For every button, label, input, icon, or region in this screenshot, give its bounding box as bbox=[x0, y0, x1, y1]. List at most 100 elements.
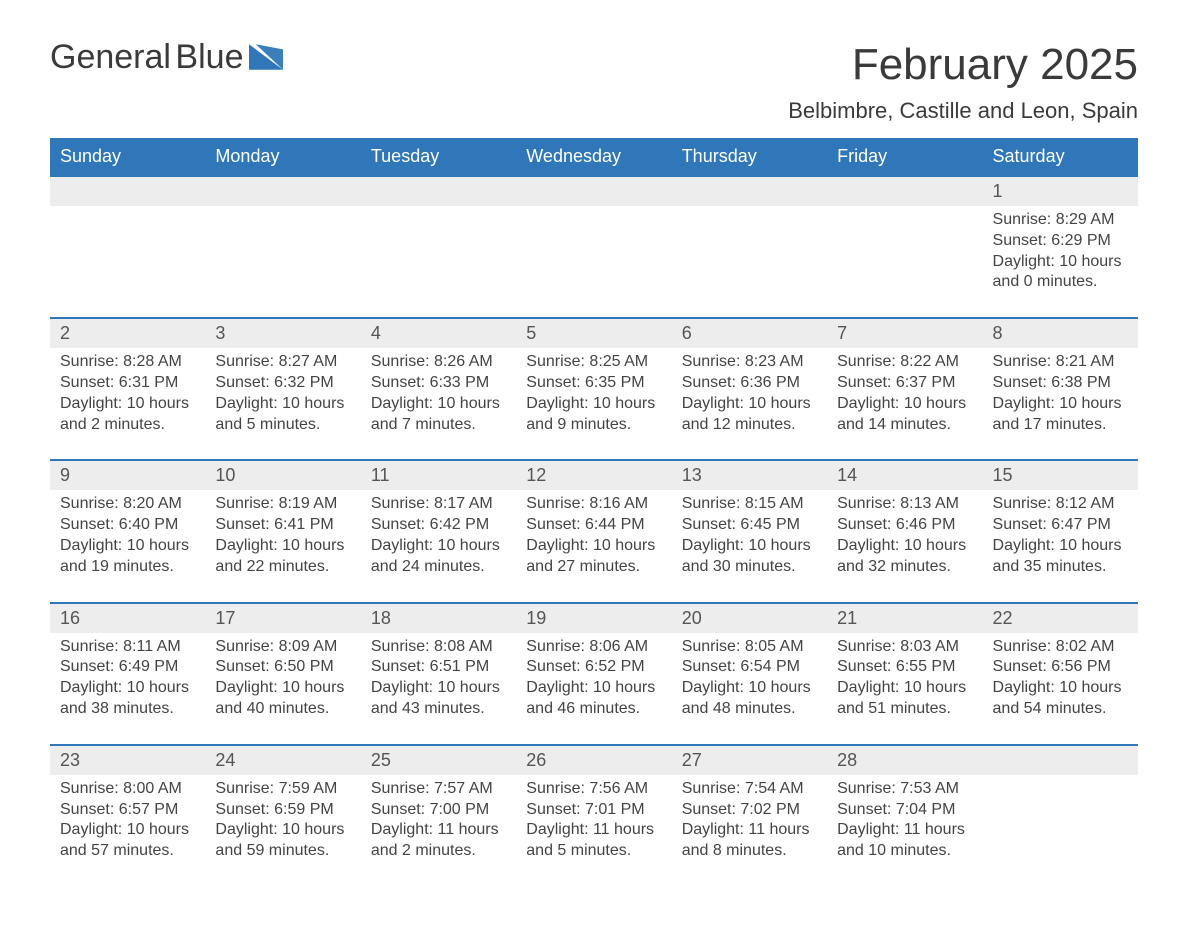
sunrise-value: 7:59 AM bbox=[279, 780, 338, 797]
daylight-label: Daylight: bbox=[371, 537, 433, 554]
sunset-label: Sunset: bbox=[526, 658, 580, 675]
day-number-cell bbox=[205, 176, 360, 206]
day-number-cell bbox=[50, 176, 205, 206]
sunset-label: Sunset: bbox=[682, 374, 736, 391]
sunset-label: Sunset: bbox=[993, 232, 1047, 249]
sunset-value: 6:52 PM bbox=[585, 658, 645, 675]
sunset-value: 6:44 PM bbox=[585, 516, 645, 533]
day-number-cell: 23 bbox=[50, 745, 205, 775]
sunrise-label: Sunrise: bbox=[371, 495, 430, 512]
day-detail-cell: Sunrise: 8:00 AMSunset: 6:57 PMDaylight:… bbox=[50, 775, 205, 886]
daylight-label: Daylight: bbox=[60, 679, 122, 696]
daylight-line: Daylight: 10 hours and 54 minutes. bbox=[993, 678, 1128, 720]
day-number-cell: 6 bbox=[672, 318, 827, 348]
daylight-label: Daylight: bbox=[993, 253, 1055, 270]
sunset-label: Sunset: bbox=[60, 374, 114, 391]
daylight-line: Daylight: 10 hours and 22 minutes. bbox=[215, 536, 350, 578]
daylight-line: Daylight: 11 hours and 5 minutes. bbox=[526, 820, 661, 862]
sunrise-value: 8:08 AM bbox=[434, 638, 493, 655]
sunset-line: Sunset: 6:38 PM bbox=[993, 373, 1128, 394]
sunrise-label: Sunrise: bbox=[993, 495, 1052, 512]
day-header: Monday bbox=[205, 138, 360, 176]
day-detail-cell: Sunrise: 8:11 AMSunset: 6:49 PMDaylight:… bbox=[50, 633, 205, 745]
daylight-label: Daylight: bbox=[526, 537, 588, 554]
sunset-label: Sunset: bbox=[371, 516, 425, 533]
sunset-value: 6:37 PM bbox=[896, 374, 956, 391]
sunset-line: Sunset: 6:32 PM bbox=[215, 373, 350, 394]
sunset-line: Sunset: 6:51 PM bbox=[371, 657, 506, 678]
daylight-line: Daylight: 10 hours and 12 minutes. bbox=[682, 394, 817, 436]
daylight-label: Daylight: bbox=[526, 679, 588, 696]
daylight-line: Daylight: 10 hours and 0 minutes. bbox=[993, 252, 1128, 294]
sunrise-label: Sunrise: bbox=[60, 638, 119, 655]
page-title: February 2025 bbox=[788, 40, 1138, 90]
sunrise-line: Sunrise: 8:17 AM bbox=[371, 494, 506, 515]
sunset-value: 6:56 PM bbox=[1051, 658, 1111, 675]
day-detail-cell: Sunrise: 7:56 AMSunset: 7:01 PMDaylight:… bbox=[516, 775, 671, 886]
sunrise-line: Sunrise: 8:19 AM bbox=[215, 494, 350, 515]
day-number-cell bbox=[827, 176, 982, 206]
day-number-cell: 20 bbox=[672, 603, 827, 633]
sunset-line: Sunset: 7:02 PM bbox=[682, 800, 817, 821]
sunset-line: Sunset: 6:50 PM bbox=[215, 657, 350, 678]
day-detail-cell: Sunrise: 8:13 AMSunset: 6:46 PMDaylight:… bbox=[827, 490, 982, 602]
day-number-cell: 10 bbox=[205, 460, 360, 490]
daylight-label: Daylight: bbox=[682, 679, 744, 696]
sunset-line: Sunset: 6:37 PM bbox=[837, 373, 972, 394]
sunset-value: 7:00 PM bbox=[430, 801, 490, 818]
sunset-label: Sunset: bbox=[371, 801, 425, 818]
sunrise-line: Sunrise: 8:13 AM bbox=[837, 494, 972, 515]
daylight-line: Daylight: 10 hours and 46 minutes. bbox=[526, 678, 661, 720]
sunset-label: Sunset: bbox=[837, 801, 891, 818]
sunset-value: 6:46 PM bbox=[896, 516, 956, 533]
sunset-label: Sunset: bbox=[993, 516, 1047, 533]
daylight-line: Daylight: 10 hours and 7 minutes. bbox=[371, 394, 506, 436]
sunset-line: Sunset: 6:44 PM bbox=[526, 515, 661, 536]
day-detail-cell bbox=[50, 206, 205, 318]
day-detail-cell: Sunrise: 8:26 AMSunset: 6:33 PMDaylight:… bbox=[361, 348, 516, 460]
sunset-line: Sunset: 6:56 PM bbox=[993, 657, 1128, 678]
sunrise-value: 8:12 AM bbox=[1056, 495, 1115, 512]
daylight-line: Daylight: 11 hours and 8 minutes. bbox=[682, 820, 817, 862]
daylight-line: Daylight: 10 hours and 30 minutes. bbox=[682, 536, 817, 578]
sunset-line: Sunset: 7:04 PM bbox=[837, 800, 972, 821]
sunrise-value: 8:03 AM bbox=[900, 638, 959, 655]
sunset-value: 6:45 PM bbox=[740, 516, 800, 533]
sunrise-label: Sunrise: bbox=[215, 780, 274, 797]
day-detail-cell bbox=[361, 206, 516, 318]
day-detail-cell: Sunrise: 8:06 AMSunset: 6:52 PMDaylight:… bbox=[516, 633, 671, 745]
day-number-cell: 9 bbox=[50, 460, 205, 490]
calendar-head: SundayMondayTuesdayWednesdayThursdayFrid… bbox=[50, 138, 1138, 176]
daylight-line: Daylight: 10 hours and 48 minutes. bbox=[682, 678, 817, 720]
sunrise-line: Sunrise: 8:12 AM bbox=[993, 494, 1128, 515]
sunset-label: Sunset: bbox=[837, 658, 891, 675]
sunset-label: Sunset: bbox=[993, 658, 1047, 675]
sunrise-value: 8:19 AM bbox=[279, 495, 338, 512]
sunset-label: Sunset: bbox=[526, 801, 580, 818]
sunset-line: Sunset: 7:01 PM bbox=[526, 800, 661, 821]
sunrise-value: 7:53 AM bbox=[900, 780, 959, 797]
sunrise-label: Sunrise: bbox=[60, 353, 119, 370]
sunset-value: 6:54 PM bbox=[740, 658, 800, 675]
sunset-line: Sunset: 6:45 PM bbox=[682, 515, 817, 536]
day-number-cell: 2 bbox=[50, 318, 205, 348]
sunset-label: Sunset: bbox=[60, 516, 114, 533]
sunrise-line: Sunrise: 7:53 AM bbox=[837, 779, 972, 800]
calendar-table: SundayMondayTuesdayWednesdayThursdayFrid… bbox=[50, 138, 1138, 886]
sunrise-line: Sunrise: 7:59 AM bbox=[215, 779, 350, 800]
daylight-label: Daylight: bbox=[60, 395, 122, 412]
day-detail-cell: Sunrise: 8:21 AMSunset: 6:38 PMDaylight:… bbox=[983, 348, 1138, 460]
day-detail-cell bbox=[827, 206, 982, 318]
day-detail-cell: Sunrise: 8:02 AMSunset: 6:56 PMDaylight:… bbox=[983, 633, 1138, 745]
daylight-line: Daylight: 10 hours and 59 minutes. bbox=[215, 820, 350, 862]
sunrise-value: 8:05 AM bbox=[745, 638, 804, 655]
daylight-label: Daylight: bbox=[371, 679, 433, 696]
sunrise-label: Sunrise: bbox=[371, 780, 430, 797]
daylight-line: Daylight: 10 hours and 14 minutes. bbox=[837, 394, 972, 436]
day-number-cell: 14 bbox=[827, 460, 982, 490]
sunrise-line: Sunrise: 8:11 AM bbox=[60, 637, 195, 658]
sunset-line: Sunset: 6:40 PM bbox=[60, 515, 195, 536]
sunrise-label: Sunrise: bbox=[526, 780, 585, 797]
sunrise-line: Sunrise: 8:00 AM bbox=[60, 779, 195, 800]
sunset-value: 6:29 PM bbox=[1051, 232, 1111, 249]
